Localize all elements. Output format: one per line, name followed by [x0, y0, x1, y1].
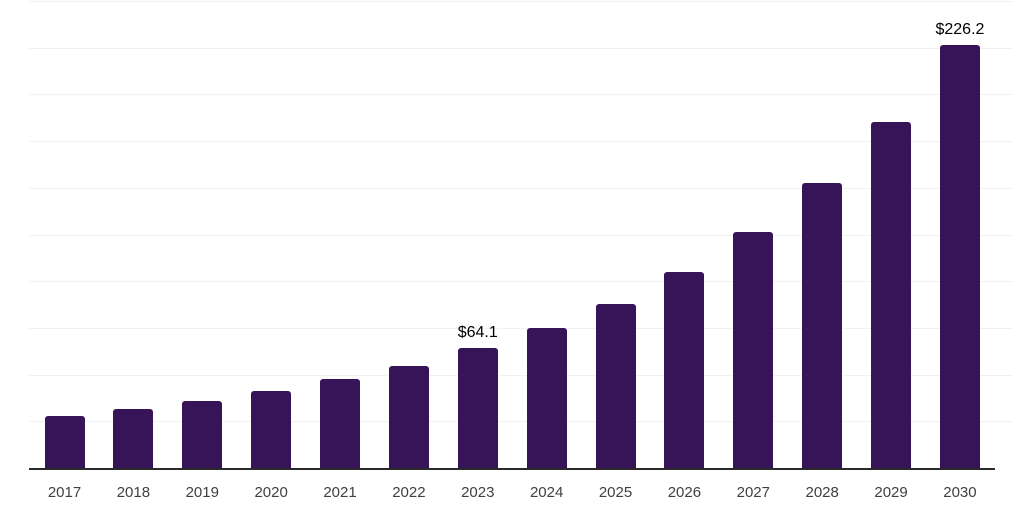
x-tick-label-2019: 2019: [185, 484, 219, 501]
x-tick-label-2029: 2029: [874, 484, 908, 501]
bar-2018: [113, 409, 154, 468]
gridline: [29, 281, 1012, 283]
x-axis-line: [29, 468, 995, 470]
gridline: [29, 94, 1012, 96]
bar-value-label-2023: $64.1: [457, 324, 498, 342]
bar-2020: [251, 391, 292, 468]
bar-2030: [939, 45, 980, 468]
bar-value-label-2030: $226.2: [935, 21, 985, 39]
gridline: [29, 234, 1012, 236]
gridline: [29, 421, 1012, 423]
x-tick-label-2017: 2017: [47, 484, 82, 501]
gridline: [29, 327, 1012, 329]
x-tick-label-2028: 2028: [805, 484, 839, 501]
x-tick-label-2024: 2024: [529, 484, 564, 501]
bar-2021: [320, 379, 361, 468]
x-tick-label-2023: 2023: [461, 484, 495, 501]
x-tick-label-2020: 2020: [254, 484, 288, 501]
bar-2029: [871, 121, 912, 468]
x-tick-label-2026: 2026: [667, 484, 702, 501]
bar-2026: [664, 272, 705, 468]
x-tick-label-2018: 2018: [116, 484, 151, 501]
x-tick-label-2025: 2025: [598, 484, 633, 501]
gridline: [29, 1, 1012, 2]
gridline: [29, 187, 1012, 189]
gridline: [29, 47, 1012, 49]
x-tick-label-2027: 2027: [736, 484, 770, 501]
bar-2027: [733, 231, 774, 468]
bar-2028: [802, 183, 843, 468]
gridline: [29, 374, 1012, 376]
x-tick-label-2030: 2030: [943, 484, 977, 501]
bar-2024: [526, 328, 567, 468]
bar-2023: [457, 348, 498, 468]
bar-2017: [44, 416, 85, 468]
bar-2019: [182, 400, 223, 468]
x-tick-label-2021: 2021: [323, 484, 357, 501]
gridline: [29, 141, 1012, 143]
bar-2022: [388, 365, 429, 468]
bar-2025: [595, 303, 636, 468]
x-tick-label-2022: 2022: [392, 484, 426, 501]
